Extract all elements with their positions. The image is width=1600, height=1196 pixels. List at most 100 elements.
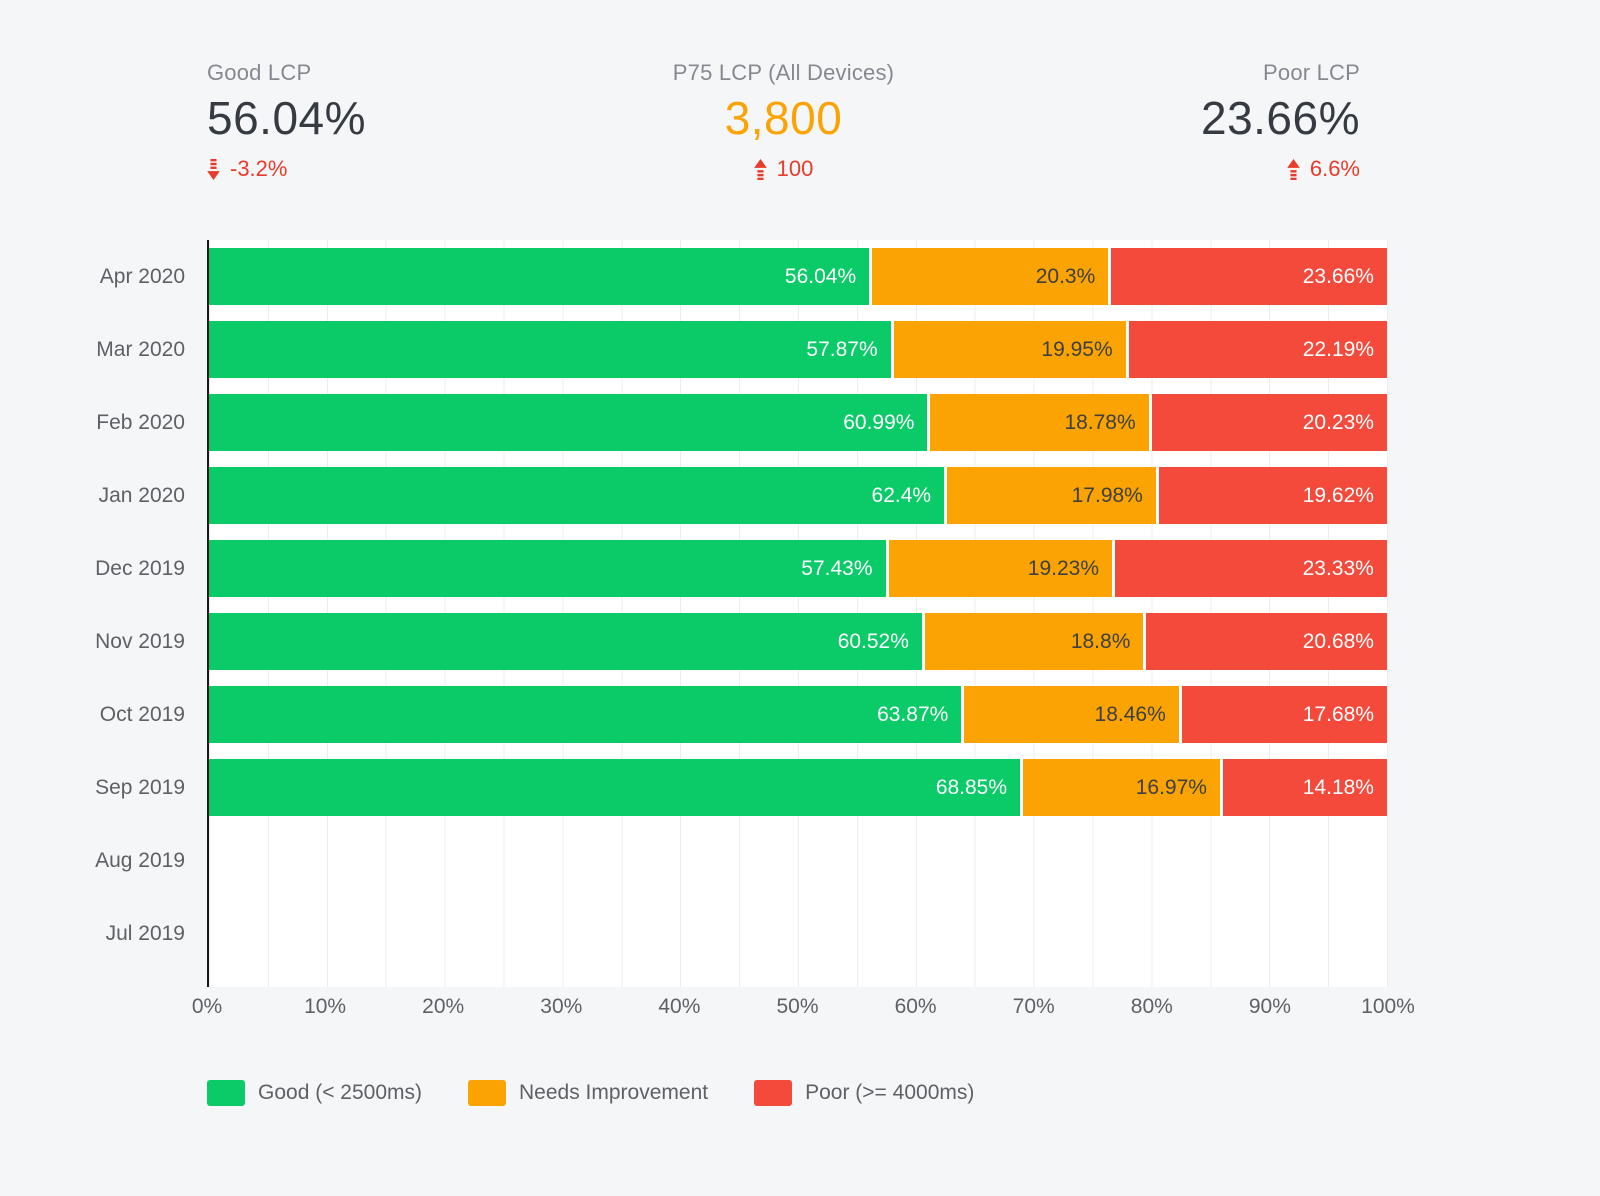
- bar-track: [209, 832, 1387, 889]
- bar-segment-poor[interactable]: 17.68%: [1178, 686, 1387, 743]
- chart-row: [209, 824, 1387, 897]
- trend-up-icon: [1287, 158, 1300, 180]
- bar-track: 62.4% 17.98% 19.62%: [209, 467, 1387, 524]
- category-label: Feb 2020: [96, 410, 185, 434]
- category-label: Oct 2019: [99, 702, 185, 726]
- bar-track: 68.85% 16.97% 14.18%: [209, 759, 1387, 816]
- bar-segment-good[interactable]: 56.04%: [209, 248, 870, 305]
- bar-value-label: 18.78%: [1064, 410, 1136, 434]
- bar-segment-poor[interactable]: 19.62%: [1155, 467, 1387, 524]
- bar-value-label: 57.87%: [806, 337, 878, 361]
- bar-segment-poor[interactable]: 20.23%: [1148, 394, 1387, 451]
- legend-swatch: [754, 1080, 793, 1106]
- category-labels: Apr 2020 Mar 2020 Feb 2020 Jan 2020 Dec 2019…: [0, 240, 207, 987]
- category-label: Jul 2019: [105, 921, 185, 945]
- bar-value-label: 18.46%: [1094, 702, 1166, 726]
- x-tick-label: 30%: [540, 995, 583, 1018]
- bar-value-label: 60.52%: [837, 629, 909, 653]
- bar-value-label: 57.43%: [801, 556, 873, 580]
- bar-value-label: 23.33%: [1302, 556, 1374, 580]
- category-label: Apr 2020: [99, 264, 185, 288]
- legend-label: Needs Improvement: [519, 1081, 709, 1104]
- kpi-value: 56.04%: [207, 92, 367, 144]
- chart-row: 60.52% 18.8% 20.68%: [209, 605, 1387, 678]
- legend-item-needs-improvement[interactable]: Needs Improvement: [468, 1080, 708, 1106]
- kpi-p75-lcp: P75 LCP (All Devices) 3,800 100: [366, 58, 1201, 182]
- bar-segment-needs-improvement[interactable]: 18.8%: [921, 613, 1144, 670]
- kpi-change-value: 6.6%: [1309, 156, 1360, 181]
- bar-segment-needs-improvement[interactable]: 19.95%: [890, 321, 1126, 378]
- chart-row: 62.4% 17.98% 19.62%: [209, 459, 1387, 532]
- bar-value-label: 62.4%: [871, 483, 932, 507]
- kpi-change: 6.6%: [1287, 156, 1360, 182]
- category-label: Mar 2020: [96, 337, 185, 361]
- bar-track: 57.87% 19.95% 22.19%: [209, 321, 1388, 378]
- bar-track: 56.04% 20.3% 23.66%: [209, 248, 1387, 305]
- bar-segment-good[interactable]: 57.87%: [209, 321, 891, 378]
- legend: Good (< 2500ms) Needs Improvement Poor (>=…: [207, 1080, 974, 1106]
- bar-segment-poor[interactable]: 20.68%: [1143, 613, 1387, 670]
- chart-row: 56.04% 20.3% 23.66%: [209, 240, 1387, 313]
- bar-segment-needs-improvement[interactable]: 18.78%: [927, 394, 1149, 451]
- bar-segment-needs-improvement[interactable]: 20.3%: [869, 248, 1109, 305]
- plot-area: 56.04% 20.3% 23.66% 57.87% 19.95% 22.19% 60.99…: [207, 240, 1388, 987]
- chart-row: [209, 897, 1387, 970]
- kpi-change-value: -3.2%: [230, 156, 288, 181]
- bar-value-label: 20.68%: [1302, 629, 1374, 653]
- legend-item-good[interactable]: Good (< 2500ms): [207, 1080, 422, 1106]
- kpi-value: 3,800: [724, 92, 843, 144]
- bar-value-label: 22.19%: [1302, 337, 1375, 361]
- bar-value-label: 23.66%: [1302, 264, 1374, 288]
- bar-value-label: 20.23%: [1302, 410, 1374, 434]
- bar-value-label: 20.3%: [1035, 264, 1096, 288]
- x-tick-label: 60%: [894, 995, 937, 1018]
- stacked-bar-chart: Apr 2020 Mar 2020 Feb 2020 Jan 2020 Dec 2019…: [0, 240, 1600, 987]
- bar-segment-poor[interactable]: 23.66%: [1108, 248, 1387, 305]
- bar-segment-good[interactable]: 63.87%: [209, 686, 962, 743]
- bar-segment-poor[interactable]: 23.33%: [1112, 540, 1387, 597]
- x-tick-label: 70%: [1012, 995, 1055, 1018]
- bar-segment-poor[interactable]: 14.18%: [1219, 759, 1387, 816]
- bar-value-label: 60.99%: [843, 410, 915, 434]
- chart-row: 60.99% 18.78% 20.23%: [209, 386, 1387, 459]
- chart-row: 63.87% 18.46% 17.68%: [209, 678, 1387, 751]
- category-label: Jan 2020: [98, 483, 185, 507]
- x-tick-label: 40%: [658, 995, 701, 1018]
- kpi-label: P75 LCP (All Devices): [672, 60, 895, 85]
- bar-segment-good[interactable]: 60.52%: [209, 613, 922, 670]
- chart-row: 68.85% 16.97% 14.18%: [209, 751, 1387, 824]
- kpi-good-lcp: Good LCP 56.04% -3.2%: [207, 58, 366, 182]
- legend-item-poor[interactable]: Poor (>= 4000ms): [754, 1080, 974, 1106]
- kpi-header: Good LCP 56.04% -3.2% P75 LCP (All Devic…: [207, 58, 1388, 182]
- bar-value-label: 19.95%: [1041, 337, 1113, 361]
- category-label: Nov 2019: [95, 629, 185, 653]
- x-tick-label: 100%: [1361, 995, 1415, 1018]
- legend-label: Poor (>= 4000ms): [805, 1081, 975, 1104]
- kpi-poor-lcp: Poor LCP 23.66% 6.6%: [1201, 58, 1388, 182]
- bar-segment-good[interactable]: 62.4%: [209, 467, 945, 524]
- kpi-label: Good LCP: [207, 60, 312, 85]
- bar-value-label: 16.97%: [1135, 775, 1207, 799]
- kpi-change-value: 100: [776, 156, 814, 181]
- bar-segment-needs-improvement[interactable]: 19.23%: [885, 540, 1113, 597]
- kpi-change: -3.2%: [207, 156, 287, 182]
- bar-segment-needs-improvement[interactable]: 17.98%: [944, 467, 1156, 524]
- bar-track: 57.43% 19.23% 23.33%: [209, 540, 1387, 597]
- bar-segment-good[interactable]: 60.99%: [209, 394, 928, 451]
- category-label: Aug 2019: [95, 848, 185, 872]
- bar-segment-poor[interactable]: 22.19%: [1125, 321, 1388, 378]
- x-tick-label: 80%: [1130, 995, 1173, 1018]
- bar-segment-good[interactable]: 68.85%: [209, 759, 1021, 816]
- x-tick-label: 90%: [1248, 995, 1291, 1018]
- bar-value-label: 14.18%: [1302, 775, 1374, 799]
- kpi-value: 23.66%: [1200, 92, 1360, 144]
- bar-track: 63.87% 18.46% 17.68%: [209, 686, 1387, 743]
- bar-segment-needs-improvement[interactable]: 18.46%: [961, 686, 1179, 743]
- kpi-label: Poor LCP: [1263, 60, 1360, 85]
- bar-segment-needs-improvement[interactable]: 16.97%: [1020, 759, 1220, 816]
- bar-value-label: 19.62%: [1302, 483, 1374, 507]
- bar-segment-good[interactable]: 57.43%: [209, 540, 886, 597]
- category-label: Sep 2019: [95, 775, 185, 799]
- bar-track: [209, 905, 1387, 962]
